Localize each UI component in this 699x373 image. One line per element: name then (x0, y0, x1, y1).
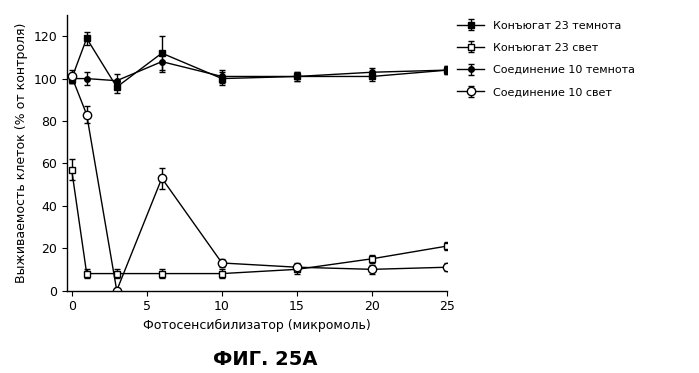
Text: ФИГ. 25A: ФИГ. 25A (213, 350, 318, 369)
Legend: Конъюгат 23 темнота, Конъюгат 23 свет, Соединение 10 темнота, Соединение 10 свет: Конъюгат 23 темнота, Конъюгат 23 свет, С… (456, 21, 635, 97)
X-axis label: Фотосенсибилизатор (микромоль): Фотосенсибилизатор (микромоль) (143, 319, 371, 332)
Y-axis label: Выживаемость клеток (% от контроля): Выживаемость клеток (% от контроля) (15, 23, 28, 283)
